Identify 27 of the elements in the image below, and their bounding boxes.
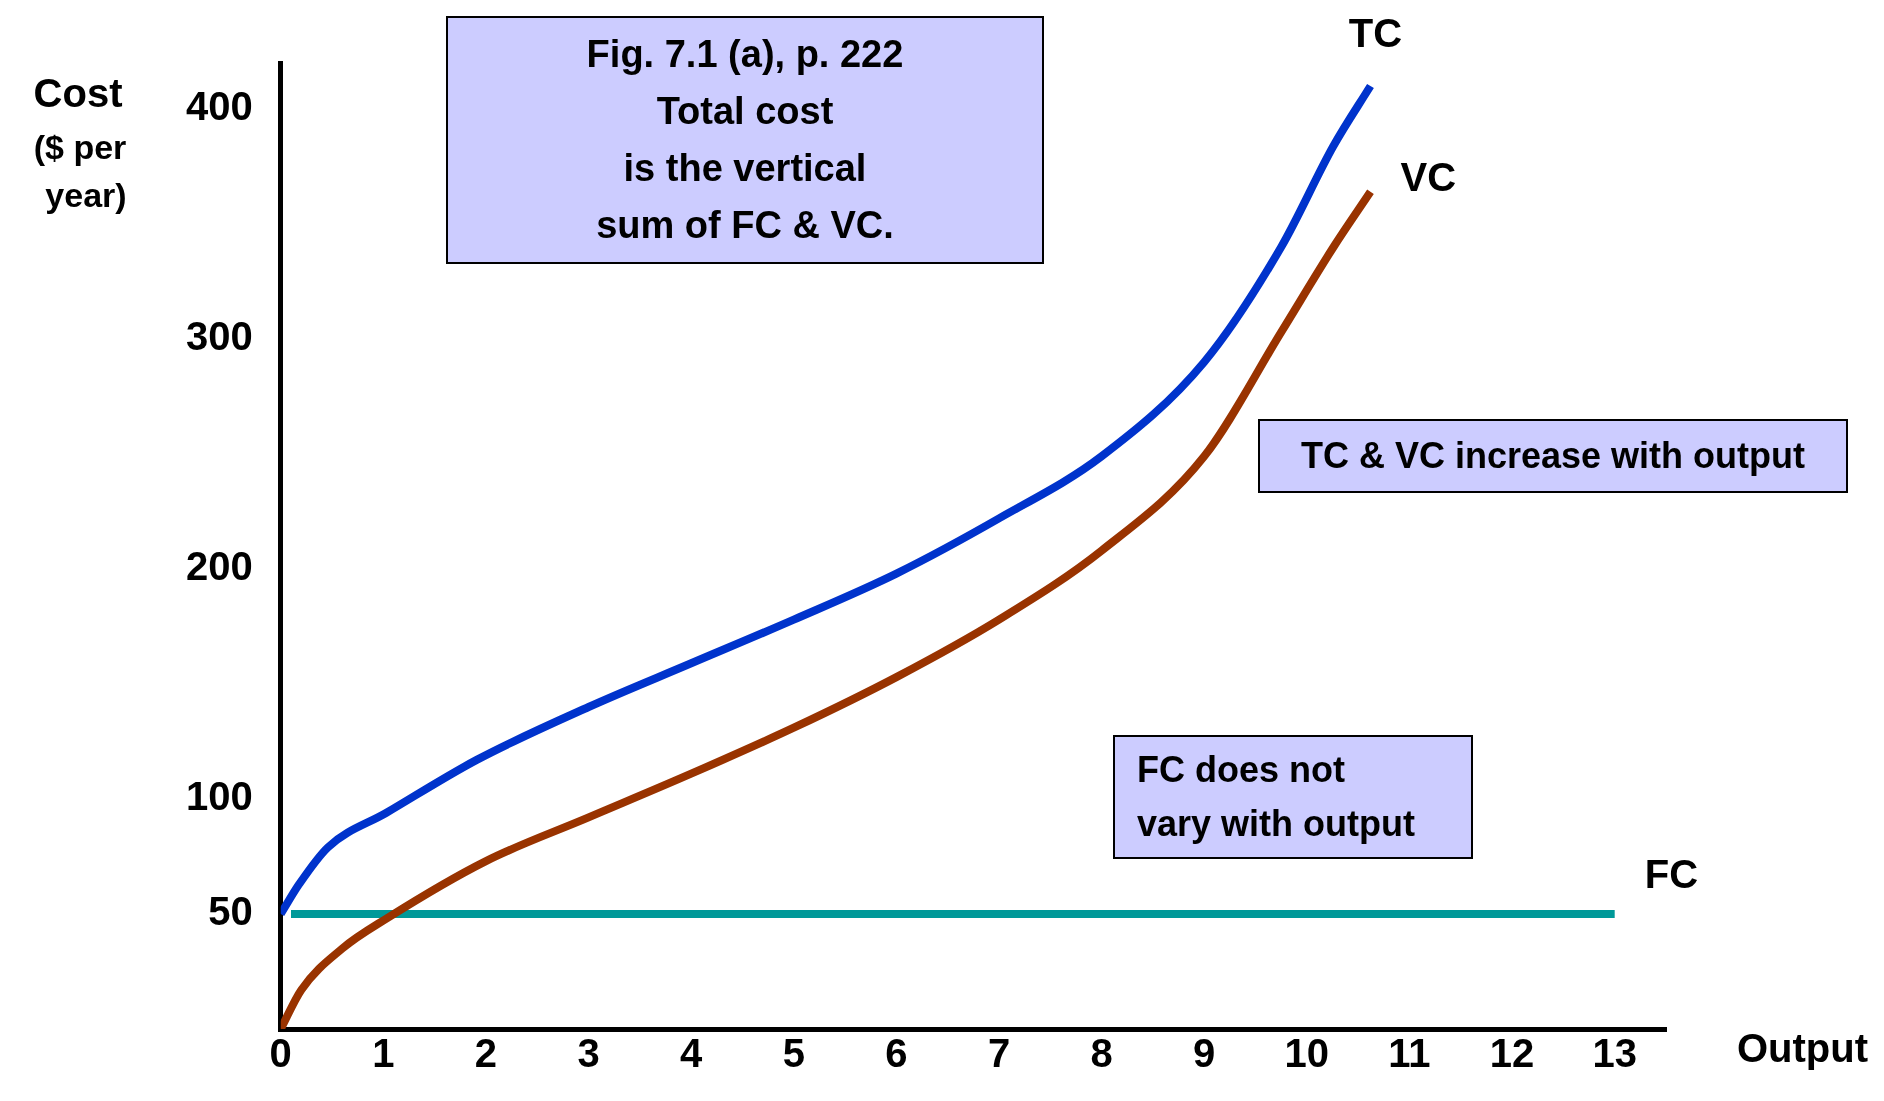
x-tick-label: 13 [1592,1031,1637,1076]
y-tick-label: 100 [185,774,253,819]
x-axis-title: Output [1736,1026,1868,1071]
x-tick-label: 12 [1489,1031,1535,1076]
x-tick-label: 7 [987,1031,1011,1076]
y-axis-title: Cost ($ per year) [33,71,127,215]
x-tick-label: 3 [577,1031,600,1076]
note-box: Fig. 7.1 (a), p. 222 Total cost is the vertical sum of FC & VC. [446,16,1044,264]
series-label: FC [1644,852,1699,897]
x-tick-label: 8 [1090,1031,1113,1076]
x-tick-label: 0 [269,1031,292,1076]
y-tick-label: 50 [208,889,253,934]
x-tick-label: 10 [1284,1031,1330,1076]
note-box: TC & VC increase with output [1258,419,1848,493]
x-tick-label: 9 [1193,1031,1216,1076]
series-label: TC [1348,11,1403,56]
x-tick-label: 11 [1388,1031,1431,1076]
note-box: FC does not vary with output [1113,735,1473,859]
x-tick-label: 2 [474,1031,498,1076]
x-tick-label: 1 [372,1031,395,1076]
y-tick-label: 200 [185,544,253,589]
x-tick-label: 4 [680,1031,704,1076]
x-tick-label: 6 [885,1031,908,1076]
x-tick-label: 5 [782,1031,805,1076]
y-tick-label: 400 [185,84,253,129]
series-label: VC [1400,154,1457,199]
y-tick-label: 300 [185,314,253,359]
